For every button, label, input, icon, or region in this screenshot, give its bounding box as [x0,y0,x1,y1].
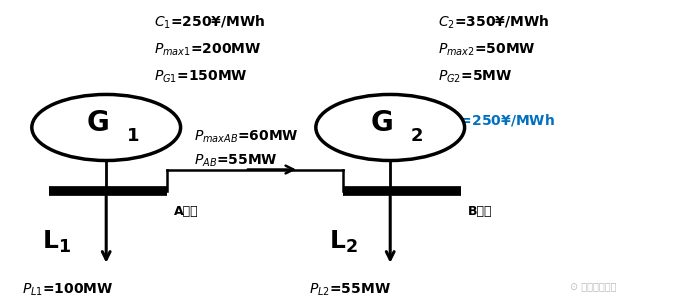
Text: $C_1$=250¥/MWh: $C_1$=250¥/MWh [153,14,265,31]
Text: $P_{L2}$=55MW: $P_{L2}$=55MW [309,281,391,298]
Text: $\mathbf{L_1}$: $\mathbf{L_1}$ [42,228,71,255]
Text: 2: 2 [411,128,424,145]
Text: $\mathbf{L_2}$: $\mathbf{L_2}$ [329,228,358,255]
Circle shape [316,95,464,161]
Text: $P_{maxAB}$=60MW: $P_{maxAB}$=60MW [194,128,299,145]
Text: $P_{G2}$=5MW: $P_{G2}$=5MW [437,68,512,85]
Text: $C_2$=350¥/MWh: $C_2$=350¥/MWh [437,14,549,31]
Text: G: G [87,109,109,137]
Text: $C_{av}$=250¥/MWh: $C_{av}$=250¥/MWh [437,113,555,130]
Text: $P_{G1}$=150MW: $P_{G1}$=150MW [153,68,247,85]
Text: $P_{L1}$=100MW: $P_{L1}$=100MW [22,281,113,298]
Text: A节点: A节点 [174,205,198,218]
Text: $P_{max2}$=50MW: $P_{max2}$=50MW [437,41,535,58]
Text: 1: 1 [127,128,139,145]
Text: $P_{AB}$=55MW: $P_{AB}$=55MW [194,152,278,169]
Text: G: G [371,109,393,137]
Text: ⊙ 走进电力市场: ⊙ 走进电力市场 [570,281,617,291]
Text: $P_{max1}$=200MW: $P_{max1}$=200MW [153,41,261,58]
Text: B节点: B节点 [468,205,492,218]
Circle shape [32,95,181,161]
